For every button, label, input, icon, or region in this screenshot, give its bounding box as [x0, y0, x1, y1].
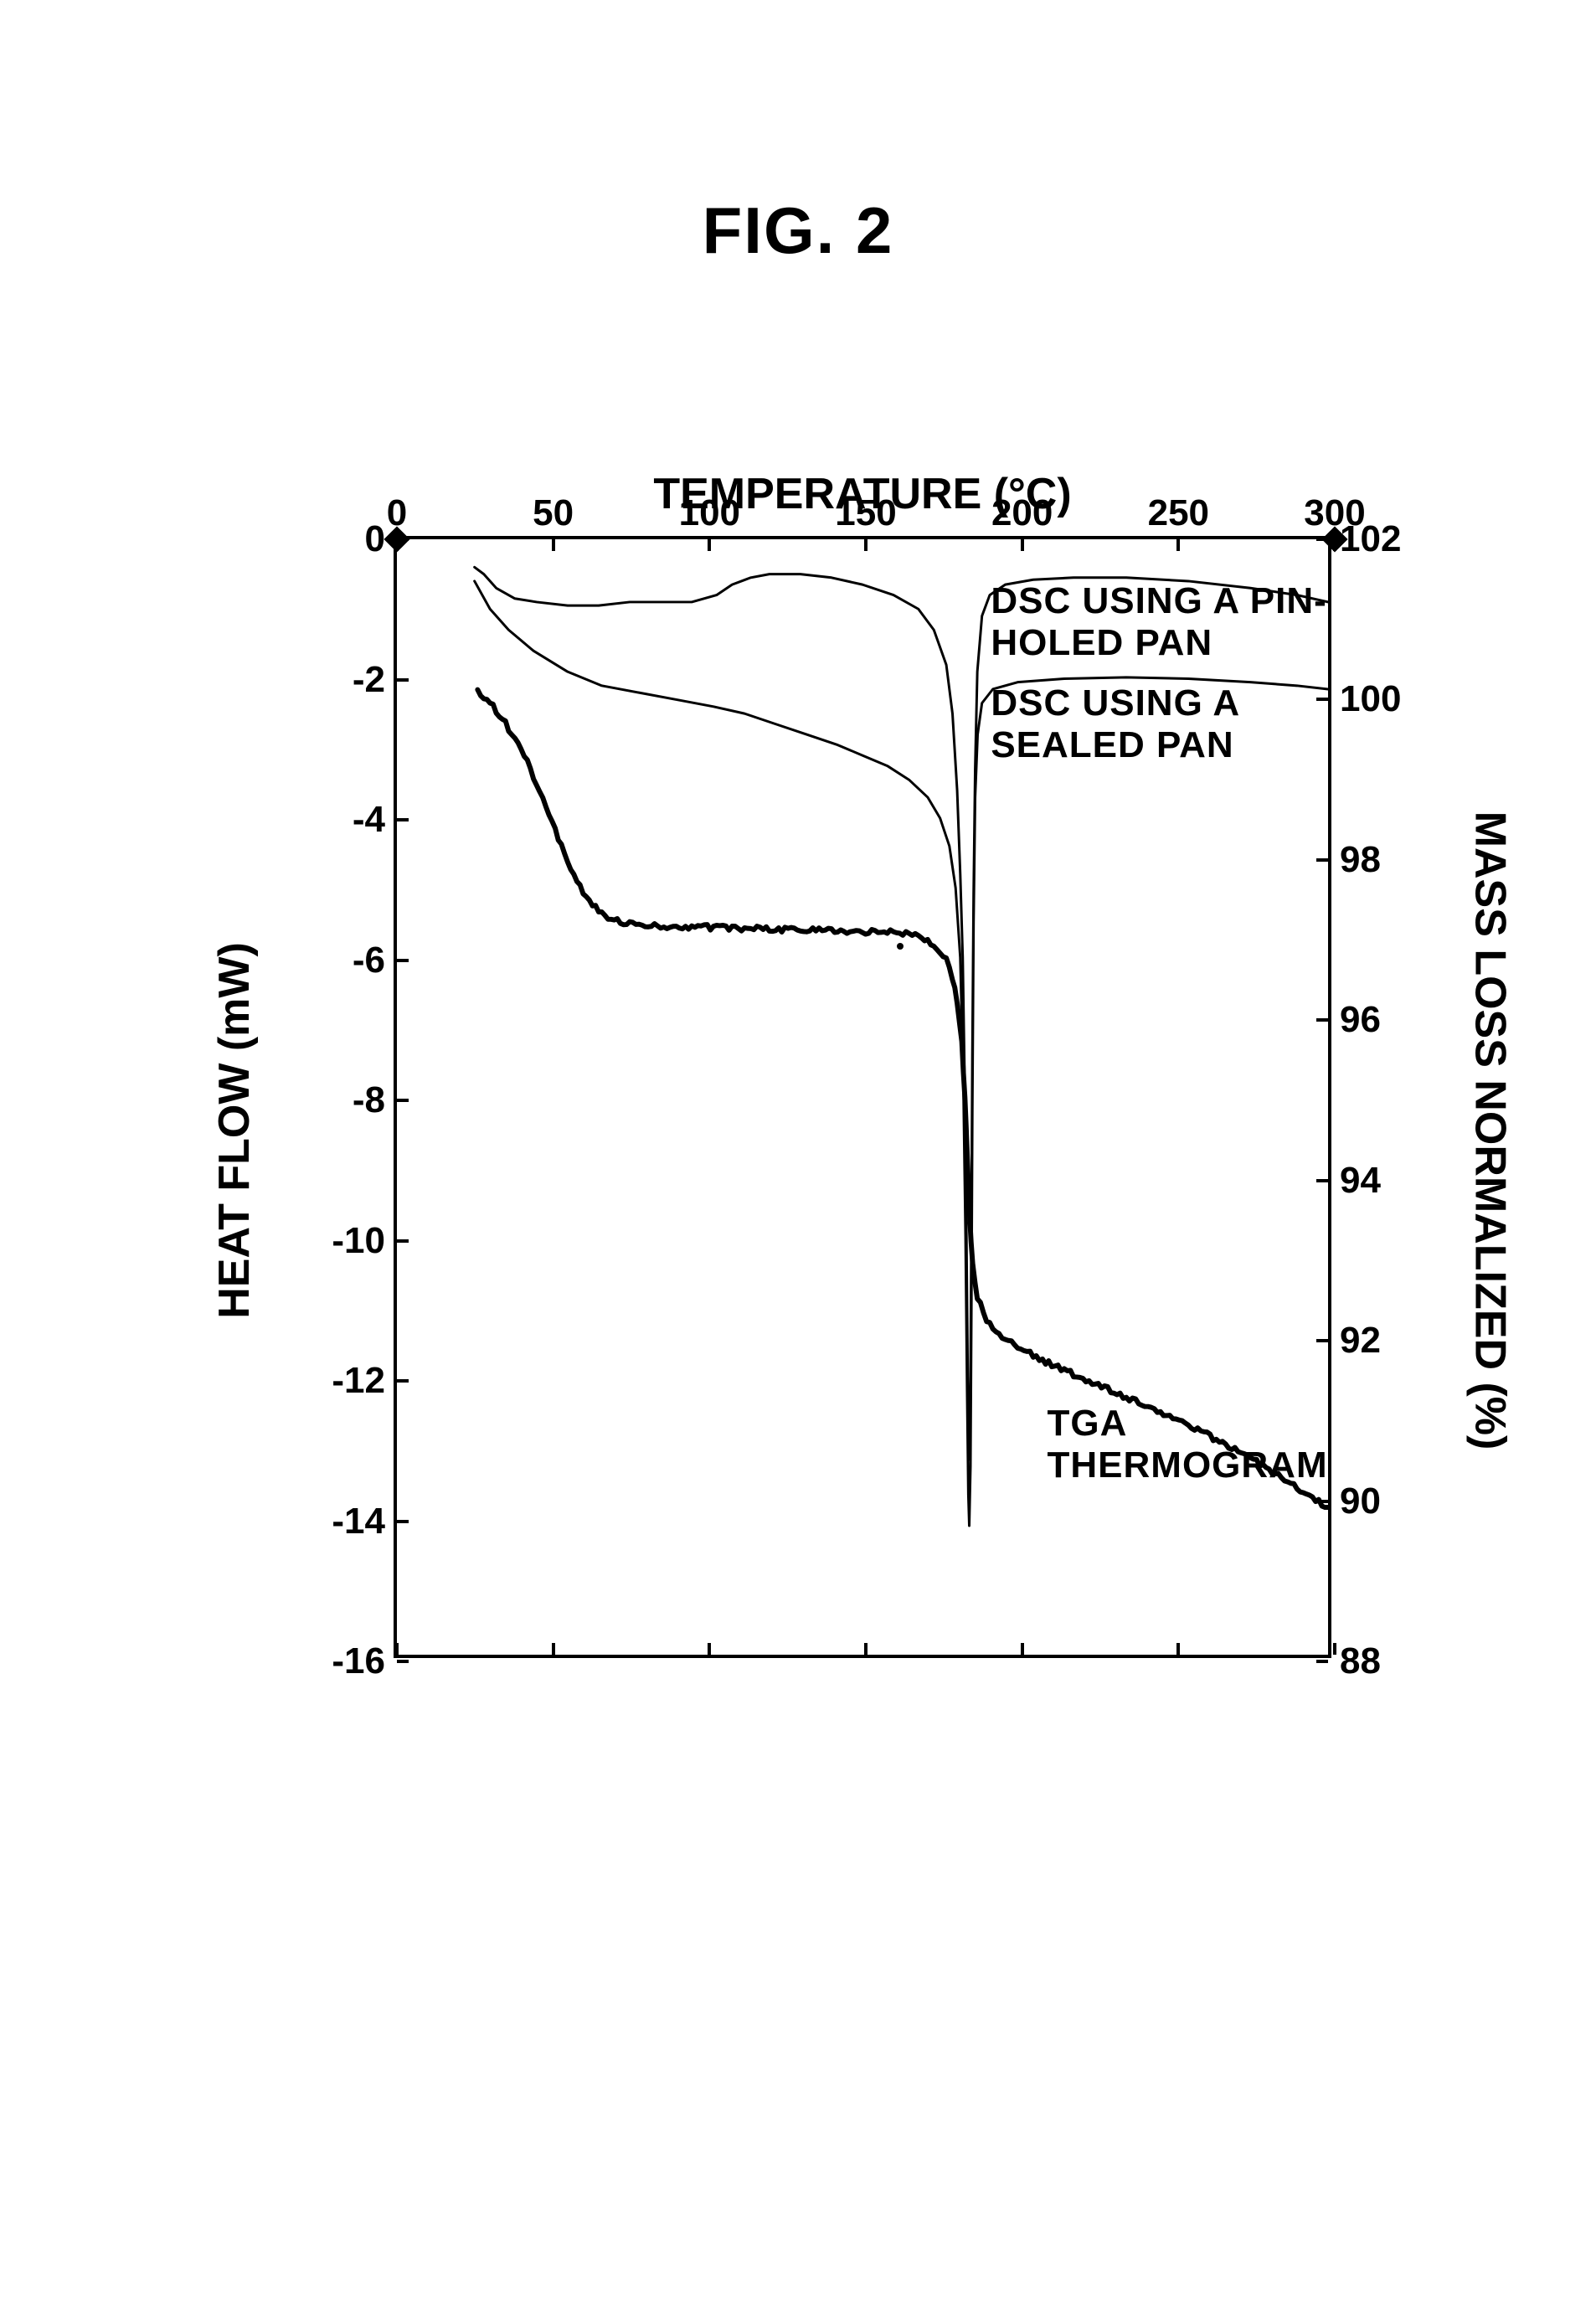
chart: TEMPERATURE (°C) HEAT FLOW (mW) MASS LOS…	[209, 469, 1516, 1792]
stray-dot	[897, 943, 904, 950]
tick-mark-left	[397, 678, 409, 682]
tick-mark-left	[397, 1239, 409, 1243]
figure-title: FIG. 2	[0, 193, 1596, 269]
tick-label-x: 50	[533, 492, 574, 539]
tick-mark-x	[864, 539, 868, 551]
tick-mark-x	[1176, 539, 1180, 551]
tick-label-left: -8	[353, 1079, 397, 1121]
tick-label-left: -12	[332, 1360, 397, 1402]
tick-mark-x	[864, 1643, 868, 1655]
tick-mark-left	[397, 1099, 409, 1102]
tick-label-left: -4	[353, 799, 397, 841]
tick-label-x: 150	[835, 492, 896, 539]
series-tga	[477, 690, 1328, 1508]
tick-label-right: 100	[1328, 678, 1401, 720]
tick-mark-x	[552, 1643, 555, 1655]
tick-mark-right	[1316, 1179, 1328, 1182]
tick-mark-x	[708, 539, 711, 551]
tick-mark-x	[1333, 1643, 1336, 1655]
tick-label-right: 96	[1328, 999, 1381, 1041]
tick-label-left: -10	[332, 1220, 397, 1262]
tick-mark-x	[708, 1643, 711, 1655]
tick-mark-x	[552, 539, 555, 551]
tick-mark-left	[397, 1660, 409, 1663]
tick-label-left: -14	[332, 1501, 397, 1542]
tick-mark-right	[1316, 1339, 1328, 1342]
tick-label-right: 90	[1328, 1481, 1381, 1522]
tick-mark-x	[1021, 1643, 1024, 1655]
tick-mark-x	[1176, 1643, 1180, 1655]
tick-label-right: 94	[1328, 1160, 1381, 1202]
plot-area: 0-2-4-6-8-10-12-14-161021009896949290880…	[394, 536, 1331, 1658]
tick-label-left: -16	[332, 1640, 397, 1682]
tick-label-right: 98	[1328, 839, 1381, 881]
series-label-dsc_sealed: DSC USING A SEALED PAN	[991, 682, 1328, 766]
tick-label-right: 92	[1328, 1320, 1381, 1362]
tick-mark-right	[1316, 1018, 1328, 1022]
series-label-dsc_pinholed: DSC USING A PIN-HOLED PAN	[991, 580, 1328, 664]
tick-mark-right	[1316, 1500, 1328, 1503]
page: FIG. 2 TEMPERATURE (°C) HEAT FLOW (mW) M…	[0, 0, 1596, 2302]
tick-label-left: -6	[353, 940, 397, 981]
tick-mark-left	[397, 818, 409, 821]
tick-mark-left	[397, 959, 409, 962]
tick-mark-left	[397, 1379, 409, 1383]
tick-mark-right	[1316, 858, 1328, 862]
y-right-axis-title: MASS LOSS NORMALIZED (%)	[1465, 811, 1516, 1450]
tick-label-x: 250	[1148, 492, 1209, 539]
tick-mark-left	[397, 1520, 409, 1523]
tick-label-x: 100	[679, 492, 740, 539]
y-left-axis-title: HEAT FLOW (mW)	[209, 942, 260, 1319]
tick-mark-x	[1021, 539, 1024, 551]
tick-label-x: 200	[991, 492, 1053, 539]
tick-label-left: -2	[353, 659, 397, 701]
tick-mark-right	[1316, 1660, 1328, 1663]
series-label-tga: TGA THERMOGRAM	[1048, 1403, 1328, 1486]
tick-mark-x	[395, 1643, 399, 1655]
